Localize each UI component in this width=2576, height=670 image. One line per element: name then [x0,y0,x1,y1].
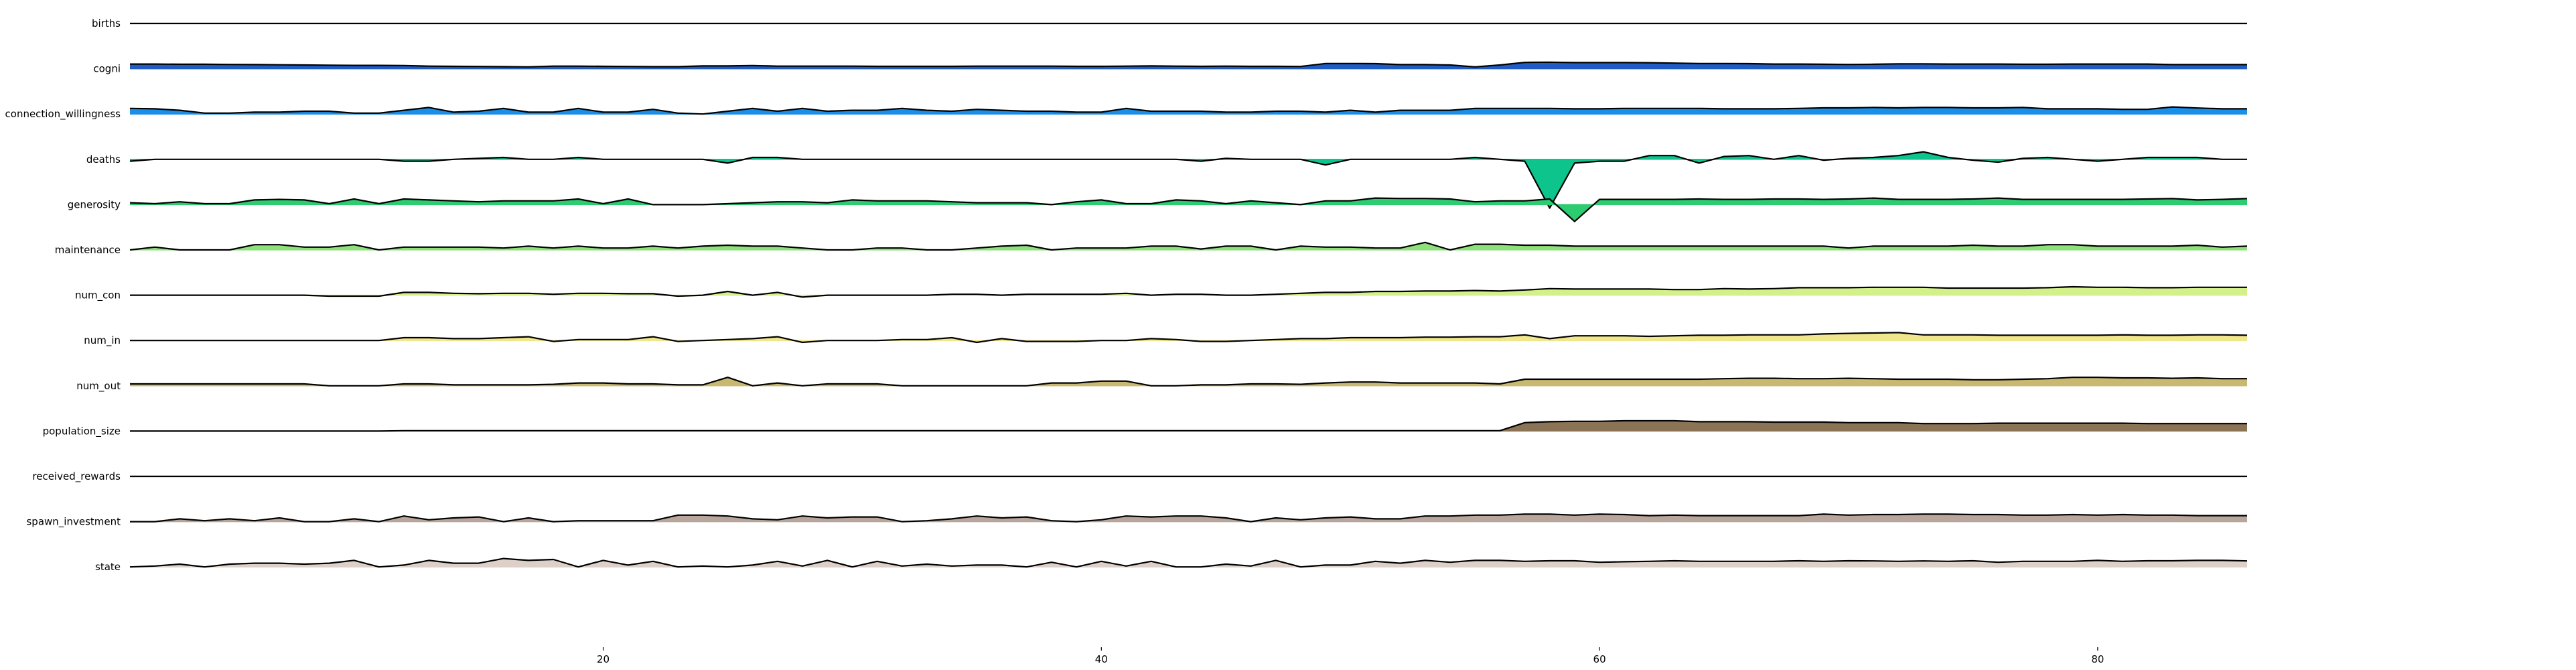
row-label-maintenance: maintenance [55,244,121,256]
x-tick-label-20: 20 [597,653,610,665]
row-label-num_out: num_out [76,380,121,393]
ridge-row-state: state [95,557,2248,573]
x-tick-label-60: 60 [1593,653,1606,665]
ridge-line-deaths [129,151,2247,209]
ridge-line-maintenance [129,241,2248,251]
row-label-received_rewards: received_rewards [32,470,121,483]
row-label-num_in: num_in [84,334,121,347]
ridge-area-generosity [130,198,2247,222]
ridge-line-spawn_investment [130,513,2247,523]
ridge-area-maintenance [130,242,2247,250]
ridge-row-num_in: num_in [84,332,2248,347]
ridge-area-num_in [130,332,2247,342]
ridge-area-population_size [130,421,2247,431]
row-label-generosity: generosity [68,198,121,210]
ridge-line-cogni [130,61,2247,68]
row-label-population_size: population_size [43,425,121,438]
ridge-row-maintenance: maintenance [55,241,2248,256]
ridge-line-num_in [130,332,2248,344]
row-label-births: births [92,17,121,29]
ridge-row-births: births [92,17,2247,29]
ridge-row-received_rewards: received_rewards [32,470,2247,483]
ridge-row-population_size: population_size [43,419,2247,438]
row-label-num_con: num_con [75,289,121,302]
ridge-row-num_out: num_out [76,377,2247,393]
row-label-state: state [95,561,121,573]
ridge-line-state [129,557,2248,568]
x-tick-label-40: 40 [1095,653,1108,665]
row-label-connection_willingness: connection_willingness [5,108,121,121]
ridge-line-generosity [129,197,2248,222]
ridge-line-population_size [130,419,2247,432]
ridge-row-generosity: generosity [68,197,2248,222]
row-label-deaths: deaths [86,153,121,165]
ridge-area-state [130,558,2247,567]
ridge-area-cogni [130,62,2247,69]
ridge-line-connection_willingness [129,106,2247,115]
ridge-line-num_con [130,285,2247,298]
x-tick-label-80: 80 [2091,653,2104,665]
x-axis: 20 40 60 80 [597,647,2104,665]
ridge-row-cogni: cogni [93,61,2247,75]
ridge-area-connection_willingness [130,107,2247,115]
ridge-row-num_con: num_con [75,285,2247,302]
ridge-row-connection_willingness: connection_willingness [5,106,2247,121]
row-label-spawn_investment: spawn_investment [26,516,121,529]
ridge-row-spawn_investment: spawn_investment [26,513,2247,529]
row-label-cogni: cogni [93,63,121,75]
ridge-line-num_out [130,377,2247,387]
ridge-row-deaths: deaths [86,151,2247,209]
